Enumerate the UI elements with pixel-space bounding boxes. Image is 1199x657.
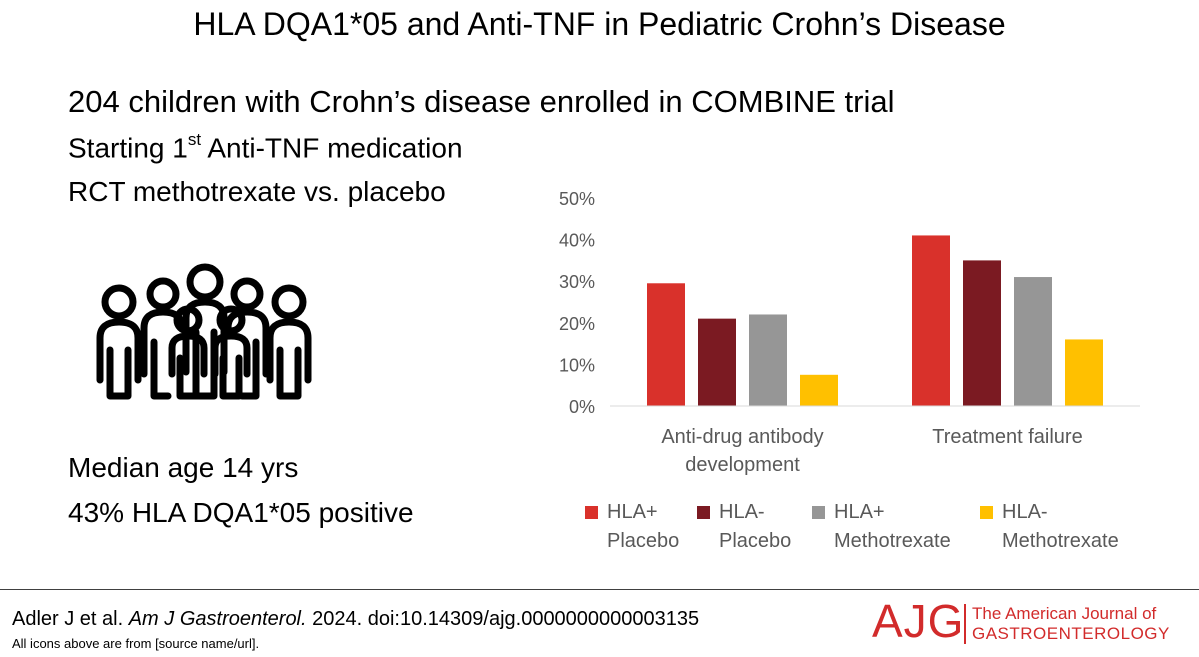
legend-label: HLA+ Methotrexate [834,501,951,552]
anti-tnf-line-sup: st [187,130,202,149]
logo-line-2: GASTROENTEROLOGY [972,624,1170,643]
y-axis-ticks: 0% 10% 20% 30% 40% 50% [559,189,595,417]
bar [1065,339,1103,406]
bar-chart: 0% 10% 20% 30% 40% 50% Anti-drug antibody deve… [559,189,1140,476]
icon-source-note: All icons above are from [source name/ur… [12,636,260,651]
logo-line-1: The American Journal of [972,604,1157,623]
legend-label: HLA- Placebo [719,501,792,552]
rct-line: RCT methotrexate vs. placebo [68,176,446,207]
x-category-label: development [685,454,800,476]
citation-journal: Am J Gastroenterol. [128,608,307,630]
citation-author: Adler J et al. [12,608,129,630]
group-of-people-icon [96,263,312,400]
bar [1014,277,1052,406]
median-age-line: Median age 14 yrs [68,452,299,483]
citation-doi: 2024. doi:10.14309/ajg.0000000000003135 [306,608,700,630]
page-title: HLA DQA1*05 and Anti-TNF in Pediatric Cr… [193,6,1006,42]
footer-divider [0,589,1199,590]
x-category-label: Anti-drug antibody [661,426,823,448]
bar [749,314,787,406]
study-summary: 204 children with Crohn’s disease enroll… [68,84,895,119]
citation: Adler J et al. Am J Gastroenterol. 2024.… [12,608,699,631]
legend-swatch [980,506,993,519]
hla-positive-line: 43% HLA DQA1*05 positive [68,497,414,528]
legend-label: HLA- Methotrexate [1002,501,1119,552]
legend-swatch [697,506,710,519]
x-axis-categories: Anti-drug antibody development Treatment f… [661,426,1082,476]
legend-swatch [585,506,598,519]
bar [912,235,950,406]
y-tick-label: 40% [559,231,595,251]
bar [963,260,1001,406]
bar [647,283,685,406]
logo-divider [964,604,966,644]
y-tick-label: 0% [569,397,595,417]
anti-tnf-line-pre: Starting 1 [68,132,188,164]
y-tick-label: 20% [559,314,595,334]
bar [800,374,838,406]
legend-label: HLA+ Placebo [607,501,680,552]
logo-mark: AJG [872,595,965,647]
anti-tnf-line: Starting 1st Anti-TNF medication [68,130,463,164]
legend-swatch [812,506,825,519]
bar [698,318,736,406]
y-tick-label: 50% [559,189,595,209]
x-category-label: Treatment failure [932,426,1082,448]
journal-logo: AJG The American Journal of GASTROENTERO… [872,595,1172,650]
bar-group [647,235,1103,406]
y-tick-label: 30% [559,272,595,292]
y-tick-label: 10% [559,355,595,375]
anti-tnf-line-post: Anti-TNF medication [201,132,463,164]
